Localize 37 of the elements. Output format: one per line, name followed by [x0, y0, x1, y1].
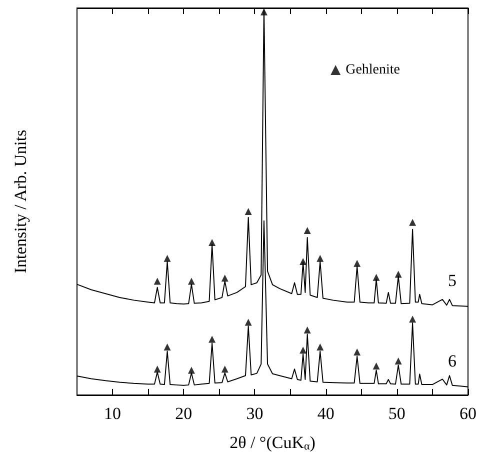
x-tick-label: 60: [460, 404, 476, 423]
point: [372, 274, 380, 281]
point: [394, 270, 402, 278]
point: [316, 344, 324, 351]
point: [394, 357, 402, 364]
point: [164, 254, 171, 262]
point: [188, 366, 195, 374]
point: [354, 348, 361, 356]
point: [244, 318, 252, 326]
y-axis-title: Intensity / Arb. Units: [11, 130, 30, 274]
point: [409, 316, 416, 323]
x-tick-label: 50: [388, 404, 406, 423]
point: [304, 326, 311, 334]
point: [316, 254, 324, 262]
point: [409, 218, 416, 226]
point: [221, 366, 228, 373]
point: [260, 8, 268, 16]
x-tick-label: 30: [246, 404, 264, 423]
x-tick-label: 20: [175, 404, 192, 423]
point: [208, 336, 216, 343]
point: [244, 208, 252, 216]
point: [164, 344, 171, 351]
point: [154, 366, 161, 373]
series-label: 6: [448, 351, 456, 370]
point: [372, 362, 380, 370]
point: [300, 346, 307, 354]
point: [304, 227, 311, 234]
point: [354, 260, 361, 267]
x-tick-label: 10: [104, 404, 122, 423]
point: [300, 258, 307, 265]
point: [154, 278, 161, 285]
x-tick-label: 40: [317, 404, 334, 423]
point: [221, 274, 228, 282]
point: [188, 278, 195, 285]
legend-label: Gehlenite: [346, 62, 400, 78]
series-label: 5: [448, 270, 456, 290]
point: [208, 239, 216, 246]
